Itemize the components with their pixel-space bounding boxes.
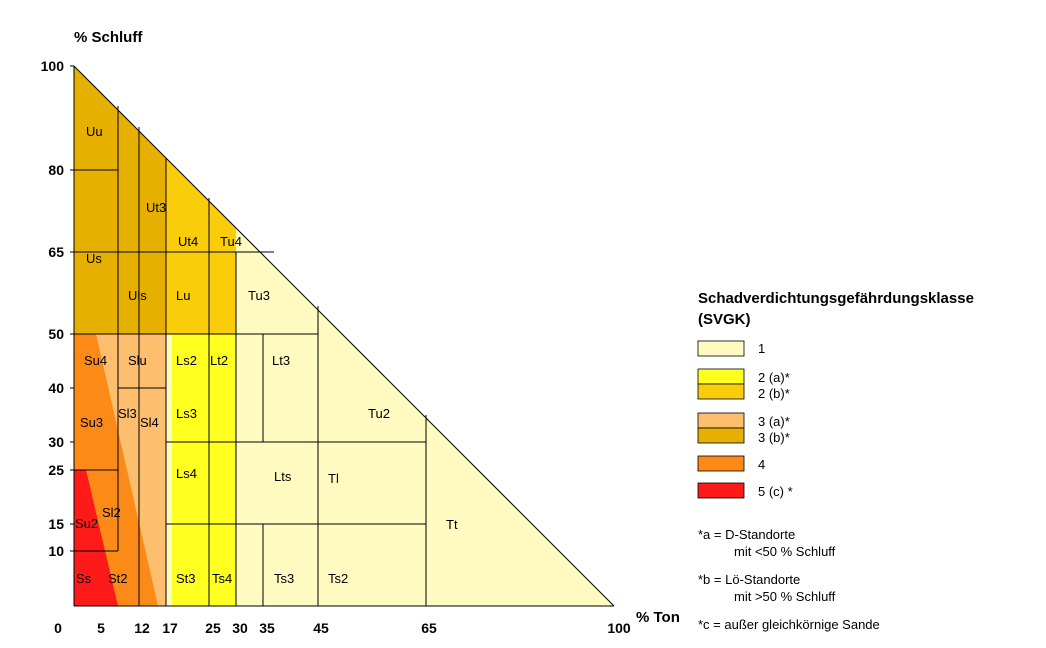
zone-label: St3 xyxy=(176,571,196,586)
fill-class-5 xyxy=(74,470,118,606)
legend-label: 2 (b)* xyxy=(758,386,790,401)
note-a-line2: mit <50 % Schluff xyxy=(734,544,836,559)
hypotenuse xyxy=(73,65,615,607)
y-tick-label: 40 xyxy=(48,380,64,396)
zone-label: Ts3 xyxy=(274,571,294,586)
zone-label: Tt xyxy=(446,517,458,532)
zone-label: St2 xyxy=(108,571,128,586)
zone-label: Tu2 xyxy=(368,406,390,421)
zone-label: Sl2 xyxy=(102,505,121,520)
legend-label: 4 xyxy=(758,457,765,472)
legend-subtitle: (SVGK) xyxy=(698,311,751,328)
x-ticks: 0 5 12 17 25 30 35 45 65 100 xyxy=(54,620,631,636)
zone-label: Ss xyxy=(76,571,92,586)
zone-label: Tl xyxy=(328,471,339,486)
legend-label: 1 xyxy=(758,341,765,356)
legend-swatch-3b xyxy=(697,427,745,444)
zone-labels: Uu Us Ut3 Ut4 Tu4 Uls Lu Tu3 Su4 Slu Ls2… xyxy=(75,124,458,586)
x-tick-label: 0 xyxy=(54,620,62,636)
note-b-line2: mit >50 % Schluff xyxy=(734,589,836,604)
zone-label: Ls3 xyxy=(176,406,197,421)
footnotes: *a = D-Standorte mit <50 % Schluff *b = … xyxy=(698,527,880,632)
y-tick-label: 10 xyxy=(48,543,64,559)
legend-swatch-5 xyxy=(697,482,745,499)
zone-label: Ts4 xyxy=(212,571,232,586)
zone-label: Su3 xyxy=(80,415,103,430)
legend-swatch-3a xyxy=(697,412,745,429)
x-tick-label: 12 xyxy=(134,620,150,636)
legend-swatch-4 xyxy=(697,455,745,472)
zone-label: Ut4 xyxy=(178,234,198,249)
legend-swatch-2b xyxy=(697,383,745,400)
zone-label: Ts2 xyxy=(328,571,348,586)
note-a-line1: *a = D-Standorte xyxy=(698,527,795,542)
zone-label: Lt2 xyxy=(210,353,228,368)
zone-label: Ls2 xyxy=(176,353,197,368)
fill-class-2a xyxy=(172,334,236,606)
note-c-line1: *c = außer gleichkörnige Sande xyxy=(698,617,880,632)
zone-boundaries xyxy=(73,65,615,607)
y-tick-label: 50 xyxy=(48,326,64,342)
x-tick-label: 65 xyxy=(421,620,437,636)
y-tick-label: 25 xyxy=(48,462,64,478)
x-tick-label: 35 xyxy=(259,620,275,636)
y-tick-label: 100 xyxy=(41,58,65,74)
fill-class-3b xyxy=(74,66,166,334)
legend-label: 5 (c) * xyxy=(758,484,793,499)
legend: Schadverdichtungsgefährdungsklasse (SVGK… xyxy=(697,290,974,499)
legend-swatch-2a xyxy=(697,368,745,385)
x-tick-label: 5 xyxy=(97,620,105,636)
x-axis-title: % Ton xyxy=(636,609,680,626)
x-tick-label: 100 xyxy=(607,620,631,636)
y-tick-label: 65 xyxy=(48,244,64,260)
zone-label: Lu xyxy=(176,288,190,303)
note-b-line1: *b = Lö-Standorte xyxy=(698,572,800,587)
zone-label: Ut3 xyxy=(146,200,166,215)
y-axis-title: % Schluff xyxy=(74,29,143,46)
legend-swatch-1 xyxy=(697,340,745,357)
y-tick-label: 15 xyxy=(48,516,64,532)
zone-label: Sl4 xyxy=(140,415,159,430)
x-tick-label: 45 xyxy=(313,620,329,636)
zone-label: Uu xyxy=(86,124,103,139)
zone-label: Su4 xyxy=(84,353,107,368)
zone-label: Us xyxy=(86,251,102,266)
y-tick-label: 80 xyxy=(48,162,64,178)
x-tick-label: 30 xyxy=(232,620,248,636)
legend-title: Schadverdichtungsgefährdungsklasse xyxy=(698,290,974,307)
zone-label: Su2 xyxy=(75,516,98,531)
x-tick-label: 25 xyxy=(205,620,221,636)
zone-label: Tu3 xyxy=(248,288,270,303)
zone-label: Slu xyxy=(128,353,147,368)
legend-label: 2 (a)* xyxy=(758,370,790,385)
zone-label: Sl3 xyxy=(118,406,137,421)
x-tick-label: 17 xyxy=(162,620,178,636)
zone-label: Ls4 xyxy=(176,466,197,481)
zone-label: Tu4 xyxy=(220,234,242,249)
y-ticks: 100 80 65 50 40 30 25 15 10 xyxy=(41,58,74,559)
legend-label: 3 (b)* xyxy=(758,430,790,445)
legend-label: 3 (a)* xyxy=(758,414,790,429)
zone-label: Lts xyxy=(274,469,292,484)
zone-label: Uls xyxy=(128,288,147,303)
zone-label: Lt3 xyxy=(272,353,290,368)
y-tick-label: 30 xyxy=(48,434,64,450)
fill-class-2b xyxy=(166,158,236,334)
